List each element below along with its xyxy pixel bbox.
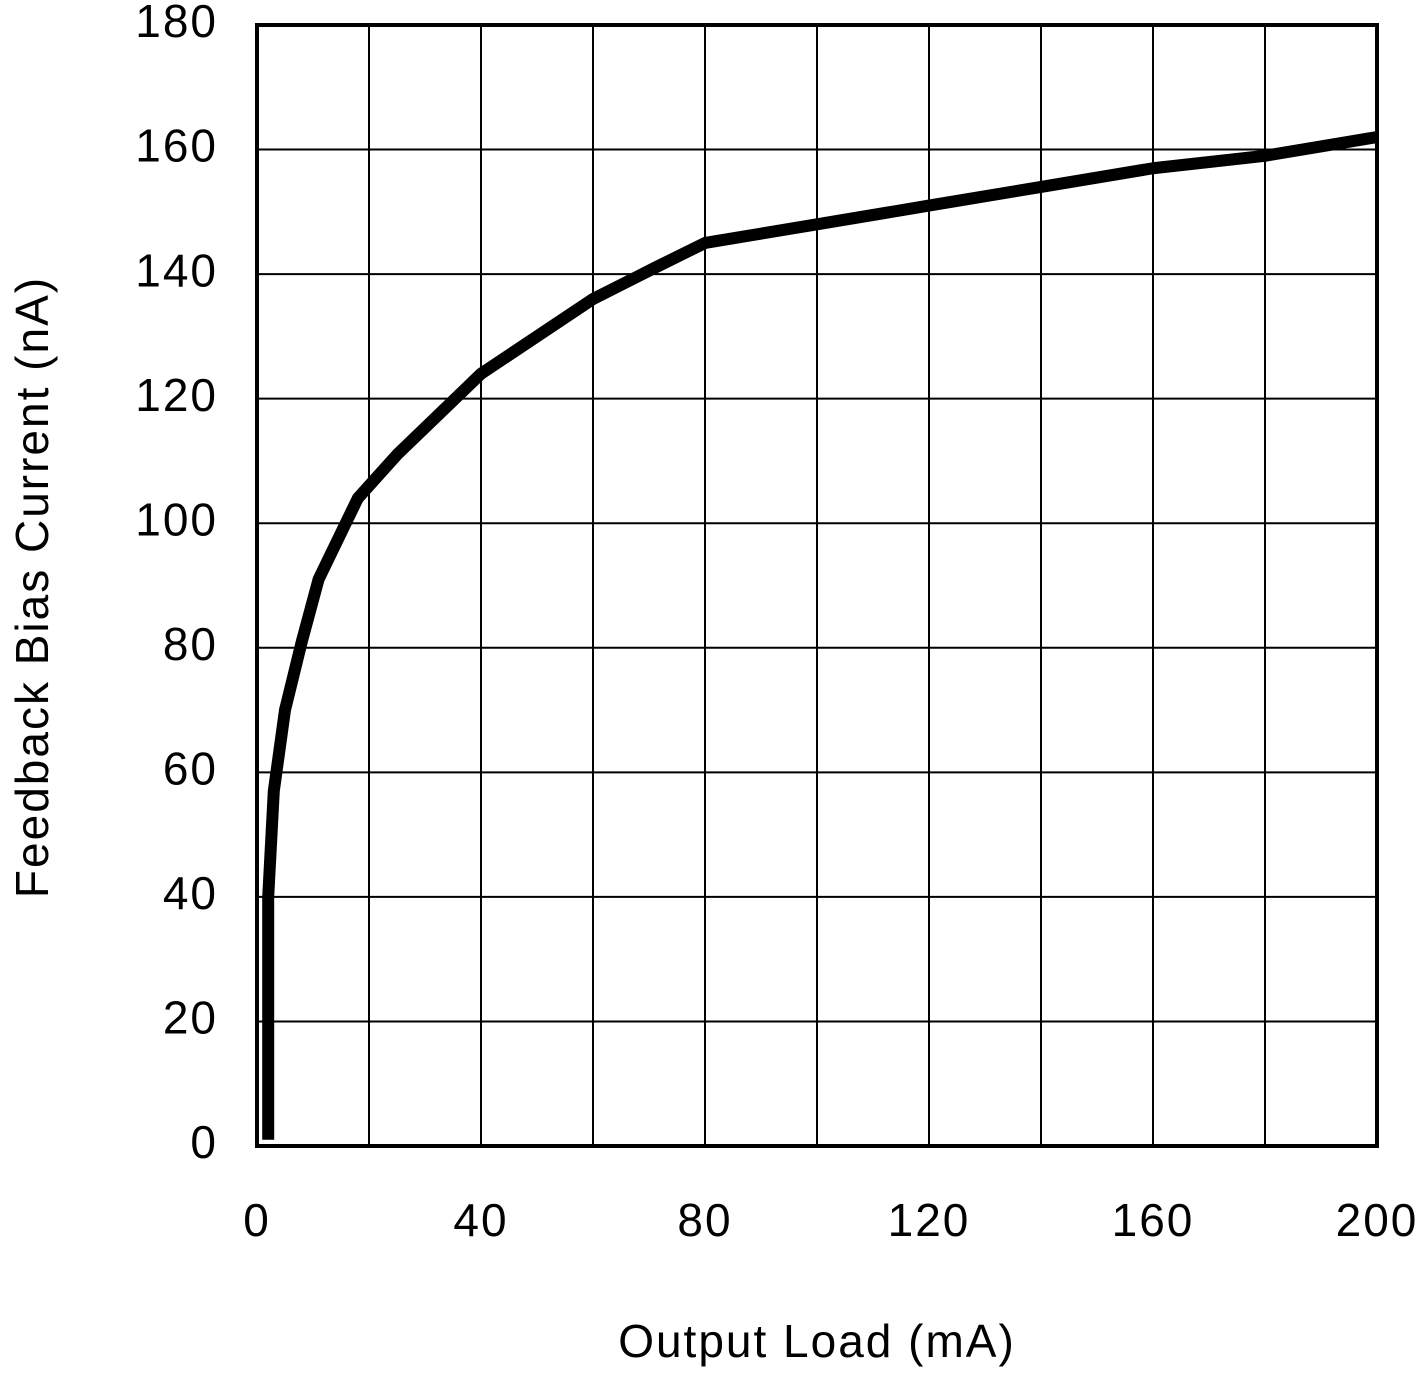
x-tick-label: 80 <box>677 1194 732 1246</box>
x-tick-label: 160 <box>1112 1194 1195 1246</box>
y-tick-label: 40 <box>163 867 218 919</box>
x-axis-title: Output Load (mA) <box>618 1315 1016 1367</box>
y-tick-label: 60 <box>163 742 218 794</box>
y-tick-label: 180 <box>135 0 218 47</box>
y-tick-label: 120 <box>135 369 218 421</box>
y-tick-label: 100 <box>135 493 218 545</box>
y-tick-label: 80 <box>163 618 218 670</box>
y-tick-label: 0 <box>190 1116 218 1168</box>
y-axis-title: Feedback Bias Current (nA) <box>6 276 58 898</box>
x-tick-label: 120 <box>888 1194 971 1246</box>
x-tick-label: 40 <box>453 1194 508 1246</box>
y-tick-label: 160 <box>135 120 218 172</box>
x-tick-label: 0 <box>243 1194 271 1246</box>
y-tick-label: 20 <box>163 992 218 1044</box>
plot-frame <box>255 23 1379 1148</box>
y-tick-label: 140 <box>135 244 218 296</box>
data-line <box>262 131 1378 1140</box>
x-tick-label: 200 <box>1336 1194 1419 1246</box>
